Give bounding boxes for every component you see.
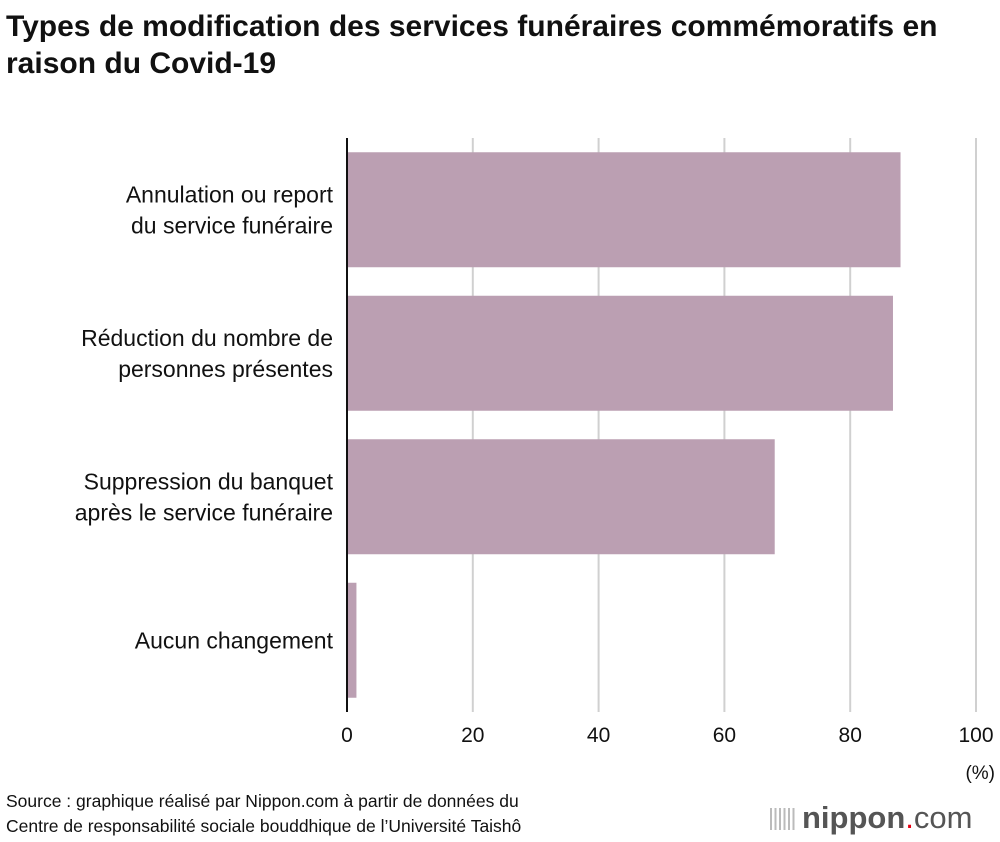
category-label: personnes présentes <box>118 356 333 382</box>
source-line-1: Source : graphique réalisé par Nippon.co… <box>6 791 519 811</box>
x-tick-label: 40 <box>587 724 610 747</box>
x-tick-label: 80 <box>839 724 862 747</box>
chart-title: Types de modification des services funér… <box>6 10 938 80</box>
x-tick-label: 0 <box>341 724 353 747</box>
x-tick-label: 20 <box>461 724 484 747</box>
category-label: Aucun changement <box>135 627 334 653</box>
x-tick-label: 60 <box>713 724 736 747</box>
bar <box>347 152 901 268</box>
x-unit-label: (%) <box>965 763 995 784</box>
bar <box>347 295 893 411</box>
x-tick-label: 100 <box>958 724 993 747</box>
logo-bars-icon <box>770 808 796 830</box>
category-label: Suppression du banquet <box>84 468 334 494</box>
category-label: du service funéraire <box>131 212 333 238</box>
source-line-2: Centre de responsabilité sociale bouddhi… <box>6 816 522 836</box>
category-label: Réduction du nombre de <box>81 325 333 351</box>
category-label: Annulation ou report <box>126 181 334 207</box>
source-note: Source : graphique réalisé par Nippon.co… <box>6 789 521 839</box>
nippon-logo: nippon.com <box>770 800 973 836</box>
bar <box>347 582 357 698</box>
category-label: après le service funéraire <box>75 499 333 525</box>
bar <box>347 439 775 555</box>
